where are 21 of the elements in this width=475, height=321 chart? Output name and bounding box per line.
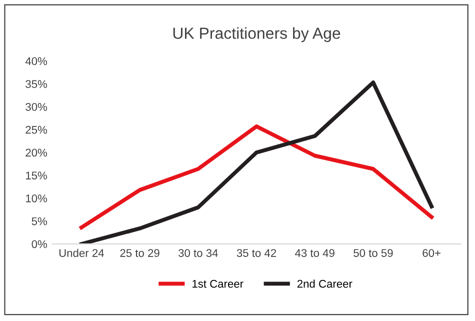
y-tick-label: 35%: [26, 80, 47, 88]
x-tick-label: 50 to 59: [354, 249, 393, 257]
y-tick-label: 0%: [32, 240, 47, 248]
y-tick-label: 15%: [26, 172, 47, 180]
y-tick-label: 5%: [32, 217, 47, 226]
chart-title: UK Practitioners by Age: [173, 27, 340, 42]
y-tick-label: 30%: [26, 103, 47, 111]
legend-label: 1st Career: [192, 280, 244, 288]
line-series: [79, 80, 434, 244]
y-tick-label: 10%: [26, 194, 47, 202]
legend-label: 2nd Career: [297, 280, 352, 288]
x-tick-label: Under 24: [59, 248, 104, 257]
y-tick-label: 20%: [26, 148, 47, 157]
x-tick-label: 43 to 49: [295, 249, 334, 257]
x-tick-label: 60+: [422, 249, 440, 257]
x-tick-label: 35 to 42: [236, 249, 276, 257]
y-tick-label: 25%: [26, 126, 47, 134]
y-tick-label: 40%: [25, 57, 47, 66]
line-series: [79, 124, 434, 230]
x-tick-label: 25 to 29: [120, 249, 160, 257]
x-tick-label: 30 to 34: [178, 249, 218, 257]
